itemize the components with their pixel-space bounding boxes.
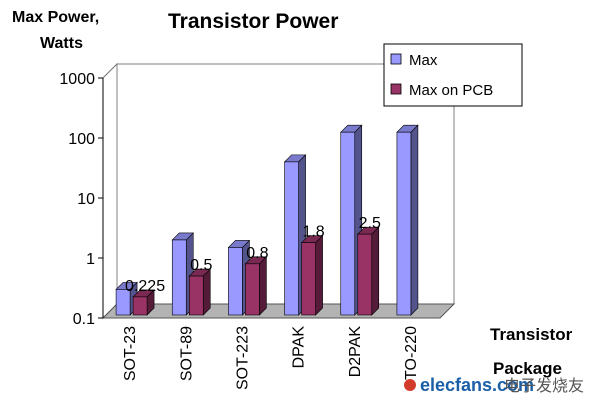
legend-box [383, 43, 523, 107]
watermark: elecfans.com 电子发烧友 [404, 375, 584, 395]
legend-swatch-max-on-pcb [390, 83, 402, 95]
watermark-logo-icon [404, 379, 416, 391]
bar-max-on-pcb [357, 226, 380, 316]
y-tick-label: 1000 [59, 71, 95, 88]
data-label: 0.5 [190, 257, 212, 274]
category-label: DPAK [291, 326, 308, 369]
legend-label-max: Max [409, 52, 438, 69]
bar-max-on-pcb [188, 268, 211, 316]
bar-side [371, 226, 380, 316]
bar-front [188, 275, 204, 316]
watermark-brand: elecfans.com [420, 375, 534, 395]
bars [115, 124, 419, 316]
bar-front [228, 247, 243, 316]
bar-max-on-pcb [132, 289, 155, 316]
category-label: D2PAK [347, 326, 364, 378]
bar-side [315, 234, 323, 316]
data-labels: 0.225 0.5 0.8 1.8 2.5 [125, 215, 381, 295]
bar-side [202, 268, 211, 316]
side-wall [102, 62, 118, 320]
bar-side [410, 124, 419, 316]
data-label: 2.5 [359, 215, 381, 232]
x-axis-label-line1: Transistor [490, 325, 573, 344]
category-label: TO-220 [403, 326, 420, 380]
bar-max-on-pcb [300, 234, 324, 316]
bar-side [259, 256, 267, 316]
data-label: 0.225 [125, 278, 165, 295]
category-labels: SOT-23 SOT-89 SOT-223 DPAK D2PAK TO-220 [122, 326, 420, 390]
legend-label-max-on-pcb: Max on PCB [409, 82, 493, 99]
y-axis-label-line1: Max Power, [12, 9, 99, 26]
y-tick-label: 1 [86, 251, 95, 268]
category-label: SOT-89 [178, 326, 195, 381]
y-axis-label-line2: Watts [40, 35, 83, 52]
legend-swatch-max [390, 53, 402, 65]
y-tick-label: 0.1 [73, 311, 95, 328]
watermark-cn: 电子发烧友 [504, 377, 584, 395]
bar-front [115, 289, 131, 316]
category-label: SOT-23 [122, 326, 139, 381]
bar-front [340, 131, 356, 316]
bar-max [396, 124, 419, 316]
data-label: 0.8 [246, 245, 268, 262]
y-tick-label: 10 [77, 191, 95, 208]
bar-max-on-pcb [244, 256, 268, 316]
bar-front [284, 161, 299, 316]
bar-front [396, 131, 412, 316]
chart-title: Transistor Power [168, 10, 338, 33]
bar-front [357, 233, 373, 316]
data-label: 1.8 [302, 224, 324, 241]
bar-front [132, 296, 148, 316]
category-label: SOT-223 [234, 326, 251, 390]
bar-front [245, 263, 260, 316]
y-tick-label: 100 [68, 131, 95, 148]
bar-front [171, 239, 187, 316]
legend: Max Max on PCB [383, 43, 523, 107]
y-ticks: 0.1 1 10 100 1000 [59, 71, 104, 328]
bar-front [301, 242, 316, 316]
x-axis-label-line2: Package [493, 359, 562, 378]
